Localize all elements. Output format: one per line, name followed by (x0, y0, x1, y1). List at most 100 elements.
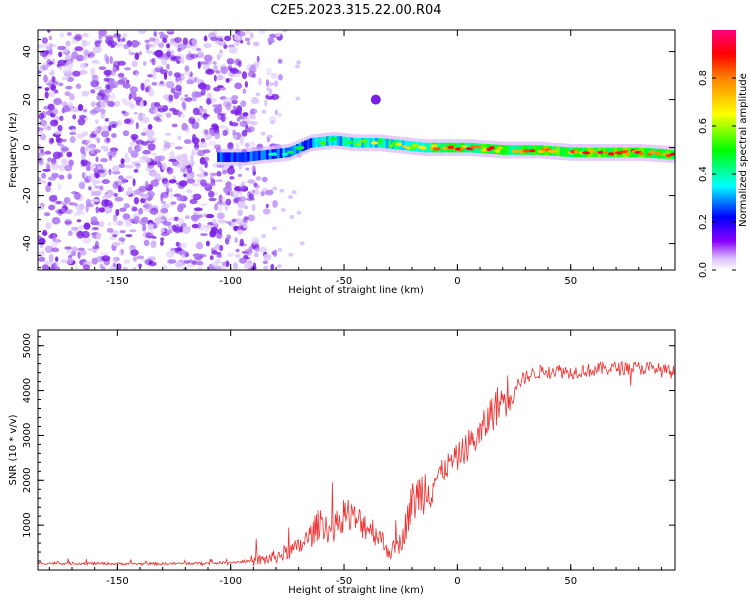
noise-speckle (63, 197, 71, 204)
noise-speckle (213, 64, 218, 72)
noise-speckle (178, 180, 188, 187)
echo-band (415, 142, 419, 152)
noise-speckle (123, 203, 130, 209)
noise-speckle (74, 265, 79, 270)
noise-speckle (103, 69, 113, 76)
noise-speckle (213, 86, 221, 92)
noise-speckle (48, 204, 56, 211)
noise-speckle (161, 227, 165, 234)
noise-speckle (161, 57, 168, 66)
noise-speckle (105, 35, 114, 39)
noise-speckle (242, 117, 251, 126)
echo-band (263, 150, 267, 160)
noise-speckle (203, 156, 210, 162)
noise-speckle (38, 70, 42, 74)
noise-speckle (95, 206, 100, 214)
noise-speckle (132, 266, 137, 270)
noise-speckle (204, 224, 213, 228)
noise-speckle (77, 104, 84, 111)
noise-speckle (64, 86, 73, 90)
noise-speckle (68, 101, 74, 109)
noise-speckle (165, 81, 175, 89)
noise-speckle (153, 31, 158, 37)
noise-speckle (82, 33, 89, 38)
noise-speckle (89, 133, 96, 139)
noise-speckle (216, 254, 223, 259)
noise-speckle (122, 83, 131, 89)
noise-speckle (133, 96, 143, 102)
noise-speckle (191, 147, 200, 155)
echo-band (426, 142, 430, 153)
noise-speckle (229, 176, 235, 180)
noise-speckle (72, 114, 77, 120)
echo-band (249, 151, 253, 162)
noise-speckle (52, 233, 56, 242)
noise-speckle (295, 64, 301, 69)
noise-speckle (276, 264, 282, 269)
echo-band (491, 144, 495, 154)
noise-speckle (124, 164, 134, 169)
noise-speckle (60, 207, 66, 212)
echo-band (377, 138, 381, 148)
y-tick-label: -40 (22, 235, 33, 251)
noise-speckle (165, 132, 172, 136)
noise-speckle (54, 130, 62, 135)
noise-speckle (214, 144, 222, 150)
noise-speckle (90, 198, 100, 203)
echo-band (342, 136, 346, 147)
noise-speckle (113, 192, 118, 197)
noise-speckle (125, 85, 129, 90)
noise-speckle (254, 246, 260, 252)
noise-speckle (75, 204, 83, 211)
noise-speckle (120, 248, 124, 255)
noise-speckle (242, 218, 248, 223)
noise-speckle (78, 247, 85, 251)
echo-band (230, 152, 234, 162)
noise-speckle (245, 167, 250, 171)
noise-speckle (277, 247, 283, 252)
noise-speckle (209, 255, 214, 261)
noise-speckle (192, 107, 200, 116)
noise-speckle (123, 259, 131, 264)
echo-core (329, 137, 339, 141)
noise-speckle (277, 58, 283, 64)
noise-speckle (224, 205, 229, 211)
noise-speckle (57, 165, 64, 169)
colorbar-tick-label: 0.6 (698, 118, 709, 134)
echo-band (521, 145, 525, 155)
noise-speckle (49, 195, 58, 202)
noise-speckle (90, 89, 96, 94)
noise-speckle (239, 135, 244, 144)
echo-core (461, 144, 468, 148)
snr-panel: -150 -100 -50 0 50 1000 2000 3000 4000 5000 Heigh… (8, 329, 676, 596)
spectrogram-ylabel: Frequency (Hz) (8, 112, 19, 188)
noise-speckle (197, 222, 201, 229)
noise-speckle (140, 193, 149, 199)
noise-speckle (272, 186, 278, 191)
noise-speckle (237, 173, 243, 177)
noise-speckle (67, 172, 72, 179)
noise-speckle (179, 97, 186, 101)
noise-speckle (137, 113, 144, 120)
echo-band (627, 147, 631, 158)
noise-speckle (135, 163, 141, 169)
noise-speckle (191, 260, 198, 265)
noise-speckle (41, 231, 48, 236)
noise-speckle (63, 164, 73, 172)
noise-speckle (154, 217, 162, 225)
echo-core (529, 149, 536, 153)
noise-speckle (248, 114, 257, 120)
noise-speckle (267, 134, 273, 139)
noise-speckle (128, 48, 132, 56)
noise-speckle (184, 94, 188, 98)
echo-band (279, 148, 283, 158)
noise-speckle (218, 228, 223, 235)
noise-speckle (299, 241, 305, 246)
snr-xlabel: Height of straight line (km) (288, 585, 424, 596)
noise-speckle (216, 201, 224, 205)
noise-speckle (82, 264, 90, 270)
noise-speckle (264, 189, 274, 196)
echo-core (511, 149, 522, 153)
colorbar: 0.0 0.2 0.4 0.6 0.8 Normalized spectral ampl… (698, 30, 749, 278)
